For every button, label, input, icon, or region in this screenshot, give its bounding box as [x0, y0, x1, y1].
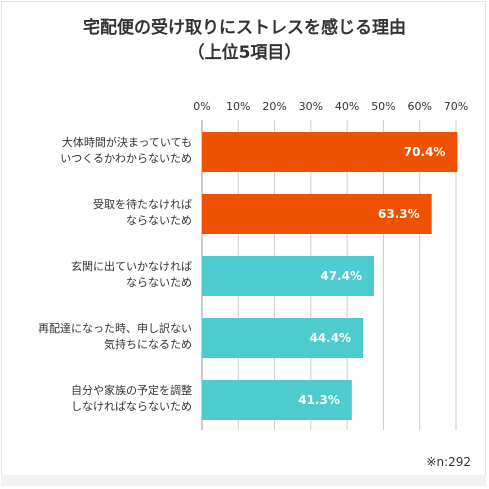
- category-label: 大体時間が決まっていても: [62, 135, 192, 149]
- bar: [202, 194, 432, 234]
- bar: [202, 256, 374, 296]
- bar: [202, 318, 364, 358]
- bar-value-label: 47.4%: [320, 269, 362, 283]
- category-label: 自分や家族の予定を調整: [71, 383, 192, 397]
- bar: [202, 380, 352, 420]
- category-label: いつくるかわからないため: [60, 152, 192, 165]
- bar-value-label: 41.3%: [298, 393, 340, 407]
- category-label: 玄関に出ていかなければ: [71, 259, 192, 273]
- x-tick-label: 70%: [444, 100, 468, 113]
- category-label: 再配達になった時、申し訳ない: [38, 321, 192, 335]
- footer-band: [1, 475, 486, 486]
- x-tick-label: 20%: [262, 100, 286, 113]
- x-tick-label: 50%: [371, 100, 395, 113]
- bar-value-label: 70.4%: [404, 145, 446, 159]
- title-line-2: （上位5項目）: [187, 43, 302, 63]
- x-tick-label: 40%: [335, 100, 359, 113]
- bar-value-label: 63.3%: [378, 207, 420, 221]
- category-label: しなければならないため: [71, 400, 192, 413]
- x-tick-label: 60%: [407, 100, 431, 113]
- category-label: ならないため: [126, 214, 192, 227]
- x-tick-label: 30%: [299, 100, 323, 113]
- x-tick-label: 0%: [193, 100, 210, 113]
- category-label: 受取を待たなければ: [93, 197, 192, 211]
- category-label: ならないため: [126, 276, 192, 289]
- sample-size-note: ※n:292: [426, 455, 471, 469]
- x-tick-label: 10%: [226, 100, 250, 113]
- chart-title: 宅配便の受け取りにストレスを感じる理由 （上位5項目）: [0, 16, 489, 66]
- title-line-1: 宅配便の受け取りにストレスを感じる理由: [83, 18, 406, 38]
- category-label: 気持ちになるため: [104, 337, 192, 351]
- bar: [202, 132, 458, 172]
- bar-value-label: 44.4%: [309, 331, 351, 345]
